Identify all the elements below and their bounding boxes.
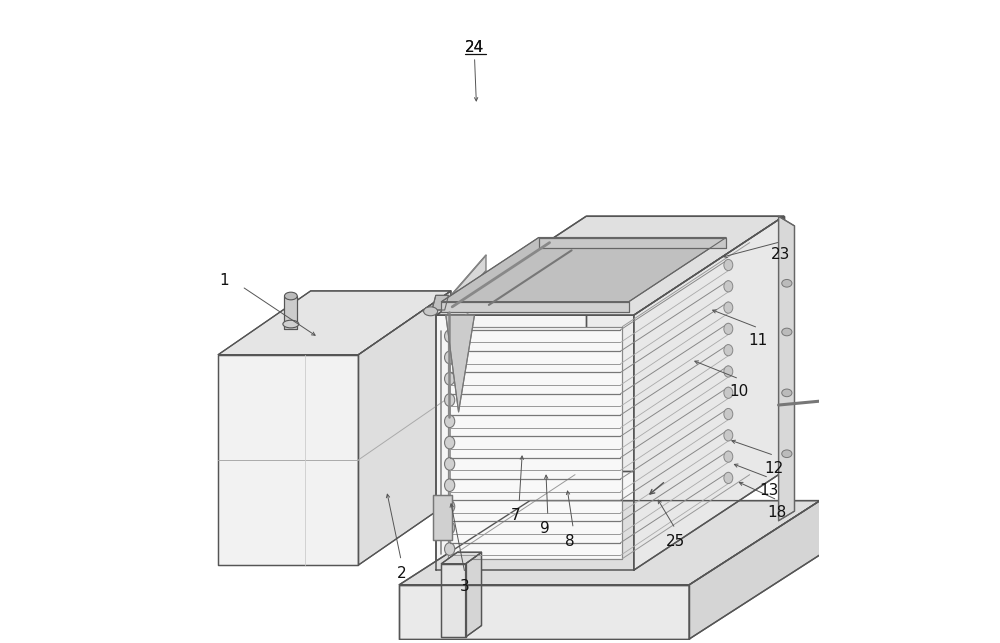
Polygon shape <box>689 501 820 639</box>
Polygon shape <box>446 315 475 412</box>
Polygon shape <box>399 501 820 584</box>
Polygon shape <box>539 237 726 248</box>
Ellipse shape <box>445 521 455 534</box>
Ellipse shape <box>829 397 837 403</box>
Ellipse shape <box>445 437 455 449</box>
Ellipse shape <box>724 408 733 420</box>
Ellipse shape <box>782 450 792 458</box>
Ellipse shape <box>724 345 733 356</box>
Polygon shape <box>448 327 622 559</box>
Text: 13: 13 <box>759 483 779 498</box>
Ellipse shape <box>284 292 297 300</box>
Polygon shape <box>779 216 794 521</box>
Polygon shape <box>436 315 634 570</box>
Text: 3: 3 <box>460 579 470 593</box>
Ellipse shape <box>724 302 733 313</box>
Text: 7: 7 <box>511 509 521 523</box>
Ellipse shape <box>724 387 733 399</box>
Polygon shape <box>436 216 784 315</box>
Ellipse shape <box>724 473 733 484</box>
Polygon shape <box>432 295 449 310</box>
Ellipse shape <box>724 259 733 271</box>
Polygon shape <box>441 564 466 637</box>
Text: 23: 23 <box>771 247 790 262</box>
Polygon shape <box>586 216 784 471</box>
Ellipse shape <box>724 281 733 292</box>
Text: 24: 24 <box>465 40 484 55</box>
Ellipse shape <box>445 415 455 428</box>
Text: 12: 12 <box>764 460 784 476</box>
Polygon shape <box>284 296 297 329</box>
Ellipse shape <box>283 320 299 328</box>
Text: 10: 10 <box>729 384 749 399</box>
Ellipse shape <box>445 458 455 470</box>
Ellipse shape <box>445 479 455 491</box>
Polygon shape <box>358 291 451 565</box>
Text: 1: 1 <box>220 273 229 287</box>
Ellipse shape <box>782 328 792 336</box>
Polygon shape <box>433 495 452 539</box>
Ellipse shape <box>445 394 455 406</box>
Ellipse shape <box>445 330 455 343</box>
Ellipse shape <box>424 307 438 316</box>
Polygon shape <box>218 291 451 355</box>
Ellipse shape <box>445 372 455 385</box>
Text: 25: 25 <box>666 534 685 549</box>
Text: 2: 2 <box>396 566 406 581</box>
Ellipse shape <box>445 500 455 513</box>
Polygon shape <box>466 552 482 637</box>
Text: 8: 8 <box>565 534 575 549</box>
Ellipse shape <box>782 389 792 397</box>
Ellipse shape <box>445 351 455 364</box>
Ellipse shape <box>724 451 733 462</box>
Ellipse shape <box>782 280 792 287</box>
Text: 9: 9 <box>540 521 549 536</box>
Polygon shape <box>441 237 726 302</box>
Polygon shape <box>441 302 629 312</box>
Ellipse shape <box>724 323 733 334</box>
Polygon shape <box>399 584 689 639</box>
Polygon shape <box>441 552 482 564</box>
Polygon shape <box>448 255 486 314</box>
Polygon shape <box>634 216 784 570</box>
Ellipse shape <box>724 430 733 441</box>
Text: 24: 24 <box>465 40 484 55</box>
Ellipse shape <box>445 543 455 556</box>
Text: 18: 18 <box>768 505 787 520</box>
Polygon shape <box>218 355 358 565</box>
Ellipse shape <box>724 366 733 377</box>
Text: 11: 11 <box>749 333 768 348</box>
